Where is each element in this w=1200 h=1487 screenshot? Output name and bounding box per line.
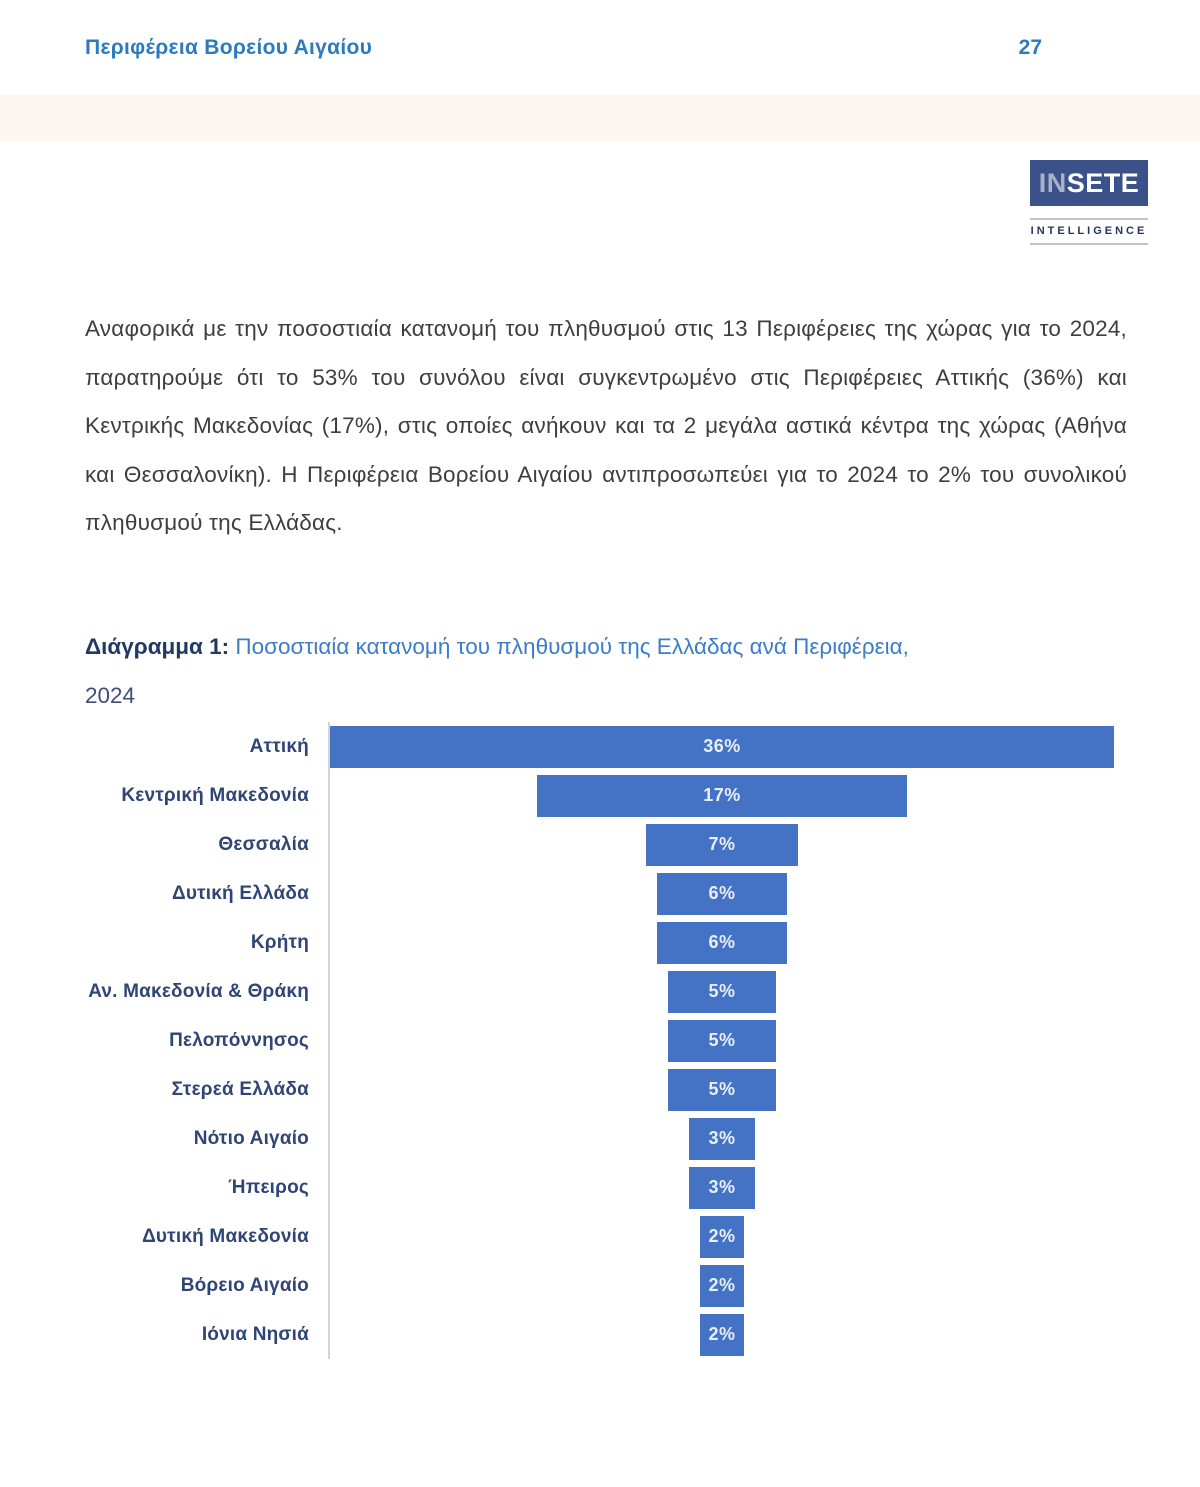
bar-value-label: 17% bbox=[703, 785, 741, 805]
population-distribution-chart: Αττική 36% Κεντρική Μακεδονία 17% Θεσσαλία 7%… bbox=[0, 722, 1200, 1359]
body-paragraph: Αναφορικά με την ποσοστιαία κατανομή του… bbox=[85, 316, 1127, 535]
category-label: Νότιο Αιγαίο bbox=[193, 1127, 309, 1149]
category-label: Στερεά Ελλάδα bbox=[171, 1078, 309, 1100]
logo-divider-top bbox=[1030, 218, 1148, 220]
insete-logo-tagline: INTELLIGENCE bbox=[1030, 225, 1148, 237]
category-label: Ήπειρος bbox=[228, 1176, 309, 1198]
category-label: Δυτική Μακεδονία bbox=[142, 1225, 309, 1247]
category-label: Θεσσαλία bbox=[218, 833, 309, 855]
chart-row: Ιόνια Νησιά 2% bbox=[0, 1310, 1200, 1359]
chart-row: Δυτική Ελλάδα 6% bbox=[0, 869, 1200, 918]
page-header-title: Περιφέρεια Βορείου Αιγαίου bbox=[85, 36, 373, 59]
insete-logo-text-sete: SETE bbox=[1066, 167, 1140, 198]
figure-caption: Διάγραμμα 1: Ποσοστιαία κατανομή του πλη… bbox=[85, 622, 1147, 720]
bar-value-label: 5% bbox=[708, 981, 736, 1001]
bar-value-label: 3% bbox=[708, 1128, 736, 1148]
bar: 2% bbox=[700, 1215, 744, 1258]
chart-row: Βόρειο Αιγαίο 2% bbox=[0, 1261, 1200, 1310]
bar-value-label: 36% bbox=[703, 736, 741, 756]
plot-area: 6% bbox=[328, 918, 1114, 967]
plot-area: 17% bbox=[328, 771, 1114, 820]
category-label: Κεντρική Μακεδονία bbox=[121, 784, 309, 806]
plot-area: 5% bbox=[328, 1016, 1114, 1065]
bar: 5% bbox=[667, 1019, 777, 1062]
bar: 3% bbox=[689, 1117, 755, 1160]
category-label: Ιόνια Νησιά bbox=[201, 1323, 309, 1345]
bar: 3% bbox=[689, 1166, 755, 1209]
bar: 7% bbox=[645, 823, 799, 866]
plot-area: 5% bbox=[328, 967, 1114, 1016]
insete-logo: IN SETE INTELLIGENCE bbox=[1030, 160, 1148, 245]
page-number: 27 bbox=[1018, 36, 1042, 59]
insete-logo-box: IN SETE bbox=[1030, 160, 1148, 206]
chart-row: Κρήτη 6% bbox=[0, 918, 1200, 967]
chart-row: Νότιο Αιγαίο 3% bbox=[0, 1114, 1200, 1163]
bar: 6% bbox=[656, 921, 788, 964]
bar-value-label: 5% bbox=[708, 1030, 736, 1050]
category-label: Αττική bbox=[249, 735, 309, 757]
bar: 2% bbox=[700, 1313, 744, 1356]
bar-value-label: 2% bbox=[708, 1324, 736, 1344]
category-label: Αν. Μακεδονία & Θράκη bbox=[88, 980, 309, 1002]
figure-caption-prefix: Διάγραμμα 1: bbox=[85, 634, 230, 659]
bar-value-label: 6% bbox=[708, 883, 736, 903]
plot-area: 2% bbox=[328, 1212, 1114, 1261]
bar-value-label: 2% bbox=[708, 1275, 736, 1295]
bar-value-label: 7% bbox=[708, 834, 736, 854]
highlight-band bbox=[0, 95, 1200, 141]
chart-row: Κεντρική Μακεδονία 17% bbox=[0, 771, 1200, 820]
bar-value-label: 3% bbox=[708, 1177, 736, 1197]
category-label: Δυτική Ελλάδα bbox=[171, 882, 309, 904]
category-label: Κρήτη bbox=[250, 931, 309, 953]
plot-area: 2% bbox=[328, 1261, 1114, 1310]
bar: 36% bbox=[330, 725, 1114, 768]
chart-row: Αττική 36% bbox=[0, 722, 1200, 771]
category-label: Βόρειο Αιγαίο bbox=[180, 1274, 309, 1296]
chart-row: Δυτική Μακεδονία 2% bbox=[0, 1212, 1200, 1261]
category-label: Πελοπόννησος bbox=[169, 1029, 309, 1051]
plot-area: 2% bbox=[328, 1310, 1114, 1359]
chart-row: Θεσσαλία 7% bbox=[0, 820, 1200, 869]
plot-area: 7% bbox=[328, 820, 1114, 869]
bar-value-label: 2% bbox=[708, 1226, 736, 1246]
plot-area: 6% bbox=[328, 869, 1114, 918]
chart-row: Πελοπόννησος 5% bbox=[0, 1016, 1200, 1065]
bar: 2% bbox=[700, 1264, 744, 1307]
bar: 5% bbox=[667, 1068, 777, 1111]
plot-area: 3% bbox=[328, 1163, 1114, 1212]
insete-logo-text-in: IN bbox=[1038, 167, 1067, 198]
bar-value-label: 5% bbox=[708, 1079, 736, 1099]
bar: 6% bbox=[656, 872, 788, 915]
bar: 17% bbox=[536, 774, 908, 817]
plot-area: 5% bbox=[328, 1065, 1114, 1114]
figure-caption-text: Ποσοστιαία κατανομή του πληθυσμού της Ελ… bbox=[229, 634, 909, 659]
chart-row: Στερεά Ελλάδα 5% bbox=[0, 1065, 1200, 1114]
plot-area: 3% bbox=[328, 1114, 1114, 1163]
chart-row: Αν. Μακεδονία & Θράκη 5% bbox=[0, 967, 1200, 1016]
figure-caption-year: 2024 bbox=[85, 683, 136, 708]
plot-area: 36% bbox=[328, 722, 1114, 771]
bar-value-label: 6% bbox=[708, 932, 736, 952]
chart-row: Ήπειρος 3% bbox=[0, 1163, 1200, 1212]
logo-divider-bottom bbox=[1030, 243, 1148, 245]
bar: 5% bbox=[667, 970, 777, 1013]
